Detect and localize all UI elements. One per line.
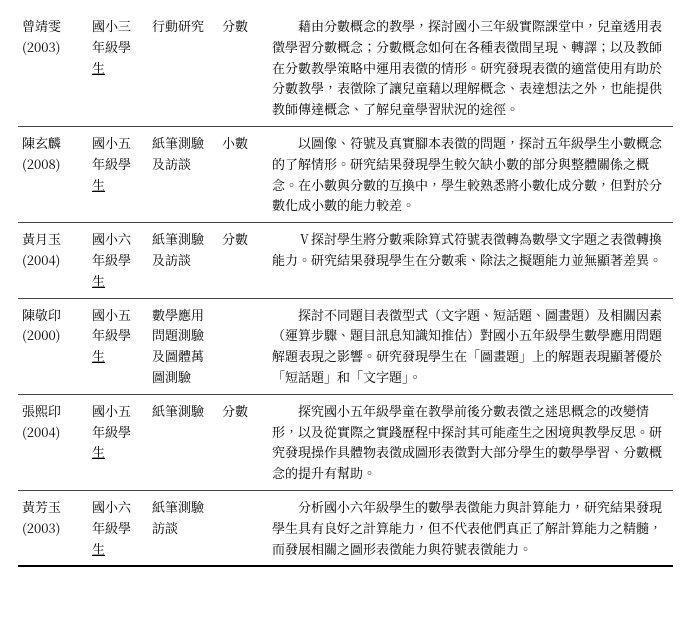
method-cell: 紙筆測驗訪談 xyxy=(148,490,218,566)
table-row: 陳玄麟 (2008)國小五年級學生紙筆測驗及訪談小數以圖像、符號及真實腳本表徵的… xyxy=(18,126,673,222)
subject-line: 年級學 xyxy=(92,37,144,58)
author-cell: 張熙印 (2004) xyxy=(18,394,88,490)
subject-line: 年級學 xyxy=(92,250,144,271)
table-row: 張熙印 (2004)國小五年級學生紙筆測驗分數探究國小五年級學童在教學前後分數表… xyxy=(18,394,673,490)
summary-cell: 分析國小六年級學生的數學表徵能力與計算能力，研究結果發現學生具有良好之計算能力，… xyxy=(268,490,673,566)
subject-cell: 國小五年級學生 xyxy=(88,298,148,394)
subject-cell: 國小五年級學生 xyxy=(88,394,148,490)
subject-line: 國小五 xyxy=(92,133,144,154)
subject-cell: 國小六年級學生 xyxy=(88,490,148,566)
table-row: 黃月玉 (2004)國小六年級學生紙筆測驗及訪談分數Ⅴ探討學生將分數乘除算式符號… xyxy=(18,223,673,298)
literature-table: 曾靖雯 (2003)國小三年級學生行動研究分數藉由分數概念的教學，探討國小三年級… xyxy=(18,10,673,567)
subject-line: 年級學 xyxy=(92,154,144,175)
table-row: 黃芳玉 (2003)國小六年級學生紙筆測驗訪談分析國小六年級學生的數學表徵能力與… xyxy=(18,490,673,566)
author-cell: 黃芳玉 (2003) xyxy=(18,490,88,566)
author-cell: 陳敬印 (2000) xyxy=(18,298,88,394)
method-cell: 紙筆測驗及訪談 xyxy=(148,126,218,222)
subject-line: 年級學 xyxy=(92,518,144,539)
subject-line: 國小三 xyxy=(92,16,144,37)
subject-cell: 國小五年級學生 xyxy=(88,126,148,222)
summary-cell: 以圖像、符號及真實腳本表徵的問題，探討五年級學生小數概念的了解情形。研究結果發現… xyxy=(268,126,673,222)
author-cell: 曾靖雯 (2003) xyxy=(18,10,88,126)
subject-line: 國小六 xyxy=(92,229,144,250)
table-row: 曾靖雯 (2003)國小三年級學生行動研究分數藉由分數概念的教學，探討國小三年級… xyxy=(18,10,673,126)
subject-line: 國小五 xyxy=(92,305,144,326)
subject-line: 國小六 xyxy=(92,497,144,518)
topic-cell: 分數 xyxy=(218,10,268,126)
subject-cell: 國小三年級學生 xyxy=(88,10,148,126)
summary-cell: 探討不同題目表徵型式（文字題、短話題、圖畫題）及相關因素（運算步驟、題目訊息知識… xyxy=(268,298,673,394)
topic-cell: 分數 xyxy=(218,223,268,298)
topic-cell xyxy=(218,298,268,394)
author-cell: 陳玄麟 (2008) xyxy=(18,126,88,222)
subject-line: 年級學 xyxy=(92,325,144,346)
subject-line: 生 xyxy=(92,442,144,463)
author-cell: 黃月玉 (2004) xyxy=(18,223,88,298)
subject-line: 生 xyxy=(92,539,144,560)
subject-line: 年級學 xyxy=(92,422,144,443)
method-cell: 紙筆測驗及訪談 xyxy=(148,223,218,298)
subject-line: 國小五 xyxy=(92,401,144,422)
subject-line: 生 xyxy=(92,58,144,79)
method-cell: 數學應用問題測驗及圖體萬圖測驗 xyxy=(148,298,218,394)
summary-cell: Ⅴ探討學生將分數乘除算式符號表徵轉為數學文字題之表徵轉換能力。研究結果發現學生在… xyxy=(268,223,673,298)
topic-cell xyxy=(218,490,268,566)
topic-cell: 小數 xyxy=(218,126,268,222)
method-cell: 紙筆測驗 xyxy=(148,394,218,490)
topic-cell: 分數 xyxy=(218,394,268,490)
subject-cell: 國小六年級學生 xyxy=(88,223,148,298)
subject-line: 生 xyxy=(92,175,144,196)
summary-cell: 探究國小五年級學童在教學前後分數表徵之迷思概念的改變情形，以及從實際之實踐歷程中… xyxy=(268,394,673,490)
table-row: 陳敬印 (2000)國小五年級學生數學應用問題測驗及圖體萬圖測驗探討不同題目表徵… xyxy=(18,298,673,394)
subject-line: 生 xyxy=(92,346,144,367)
summary-cell: 藉由分數概念的教學，探討國小三年級實際課堂中，兒童透用表徵學習分數概念；分數概念… xyxy=(268,10,673,126)
method-cell: 行動研究 xyxy=(148,10,218,126)
subject-line: 生 xyxy=(92,271,144,292)
